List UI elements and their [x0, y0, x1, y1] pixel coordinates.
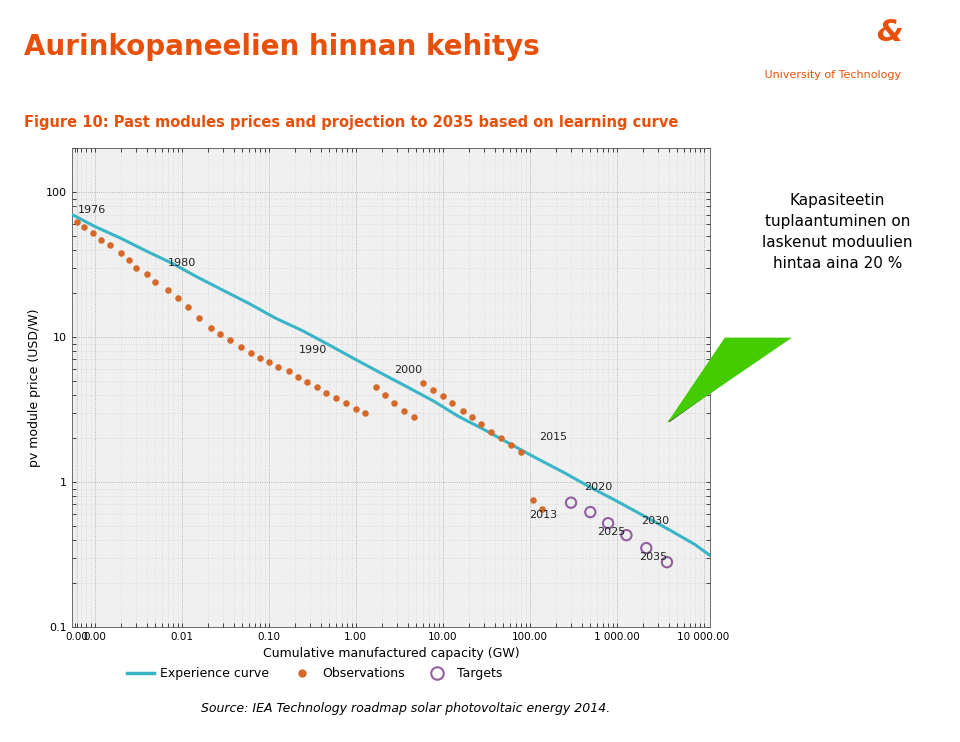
Point [377, 389, 393, 401]
Text: 2020: 2020 [584, 482, 612, 492]
Text: University of Technology: University of Technology [761, 70, 901, 79]
Point [102, 239, 117, 251]
Text: 1976: 1976 [79, 205, 107, 214]
Point [338, 397, 353, 409]
Text: Aurinkopaneelien hinnan kehitys: Aurinkopaneelien hinnan kehitys [24, 33, 540, 62]
Point [638, 542, 654, 554]
Point [233, 341, 249, 353]
X-axis label: Cumulative manufactured capacity (GW): Cumulative manufactured capacity (GW) [263, 648, 519, 660]
Point [600, 517, 615, 529]
Text: 2025: 2025 [597, 527, 626, 536]
Point [160, 284, 176, 296]
Point [328, 392, 344, 404]
Point [204, 322, 219, 334]
Point [425, 384, 441, 396]
Text: Kapasiteetin
tuplaantuminen on
laskenut moduulien
hintaa aina 20 %: Kapasiteetin tuplaantuminen on laskenut … [762, 192, 913, 271]
Point [435, 390, 450, 402]
Point [180, 301, 196, 313]
Point [94, 234, 109, 246]
Point [416, 377, 431, 389]
Point [474, 418, 490, 430]
Point [535, 503, 550, 515]
Text: 2030: 2030 [640, 516, 669, 525]
Point [368, 381, 383, 393]
Point [252, 352, 268, 364]
Y-axis label: pv module price (USD/W): pv module price (USD/W) [28, 309, 40, 467]
Point [583, 506, 598, 518]
Text: 2035: 2035 [638, 552, 667, 562]
Point [291, 371, 306, 383]
Point [223, 335, 238, 347]
Text: Lappeenranta: Lappeenranta [666, 70, 744, 79]
Text: 1980: 1980 [168, 258, 197, 268]
Legend: Experience curve, Observations, Targets: Experience curve, Observations, Targets [122, 663, 508, 686]
Point [139, 269, 155, 280]
Point [387, 397, 402, 409]
Point [113, 247, 129, 259]
Point [660, 556, 675, 568]
Point [76, 222, 91, 234]
Point [483, 427, 498, 439]
Point [69, 216, 84, 228]
Text: &: & [876, 18, 902, 47]
Point [465, 411, 480, 423]
Point [271, 361, 286, 373]
Text: Figure 10: Past modules prices and projection to 2035 based on learning curve: Figure 10: Past modules prices and proje… [24, 115, 679, 130]
Text: 2015: 2015 [540, 432, 567, 441]
Point [348, 403, 363, 415]
Point [243, 347, 258, 358]
Point [493, 433, 509, 444]
Point [444, 397, 460, 409]
Point [564, 496, 579, 508]
Point [525, 494, 540, 506]
Point [619, 529, 635, 541]
Point [514, 447, 529, 459]
Point [85, 227, 101, 239]
Point [309, 381, 324, 393]
Text: 2013: 2013 [530, 510, 558, 519]
Point [455, 405, 470, 417]
Point [406, 411, 421, 423]
Point [300, 376, 315, 388]
Text: 1990: 1990 [299, 345, 326, 355]
Text: 2000: 2000 [395, 364, 422, 375]
Text: Source: IEA Technology roadmap solar photovoltaic energy 2014.: Source: IEA Technology roadmap solar pho… [201, 702, 611, 715]
Point [319, 387, 334, 399]
Point [170, 292, 185, 304]
Point [281, 365, 297, 377]
Point [213, 328, 228, 340]
Point [358, 407, 373, 418]
Point [261, 356, 276, 368]
Text: Open your mind. LUT.: Open your mind. LUT. [673, 37, 833, 50]
Point [148, 276, 163, 288]
Point [396, 405, 412, 417]
Point [122, 254, 137, 266]
Point [129, 262, 144, 274]
Point [504, 439, 519, 451]
Point [192, 312, 207, 324]
